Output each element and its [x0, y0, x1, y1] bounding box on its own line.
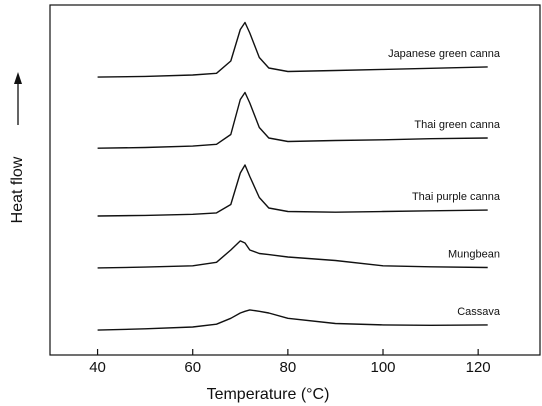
x-tick-label: 80 [280, 359, 297, 376]
series-label: Cassava [457, 306, 501, 318]
x-tick-label: 40 [89, 359, 106, 376]
x-axis-label: Temperature (°C) [207, 386, 330, 403]
x-tick-label: 100 [370, 359, 395, 376]
x-tick-label: 60 [184, 359, 201, 376]
x-tick-label: 120 [466, 359, 491, 376]
series-label: Mungbean [448, 248, 500, 260]
series-label: Thai green canna [414, 119, 500, 131]
series-label: Japanese green canna [388, 48, 501, 60]
curve [98, 310, 488, 330]
chart: Temperature (°C) Heat flow 40 60 80 100 120 J… [0, 0, 542, 406]
series-label: Thai purple canna [412, 191, 501, 203]
y-axis-label: Heat flow [9, 156, 26, 223]
curve [98, 241, 488, 268]
y-arrow-head [14, 72, 22, 84]
